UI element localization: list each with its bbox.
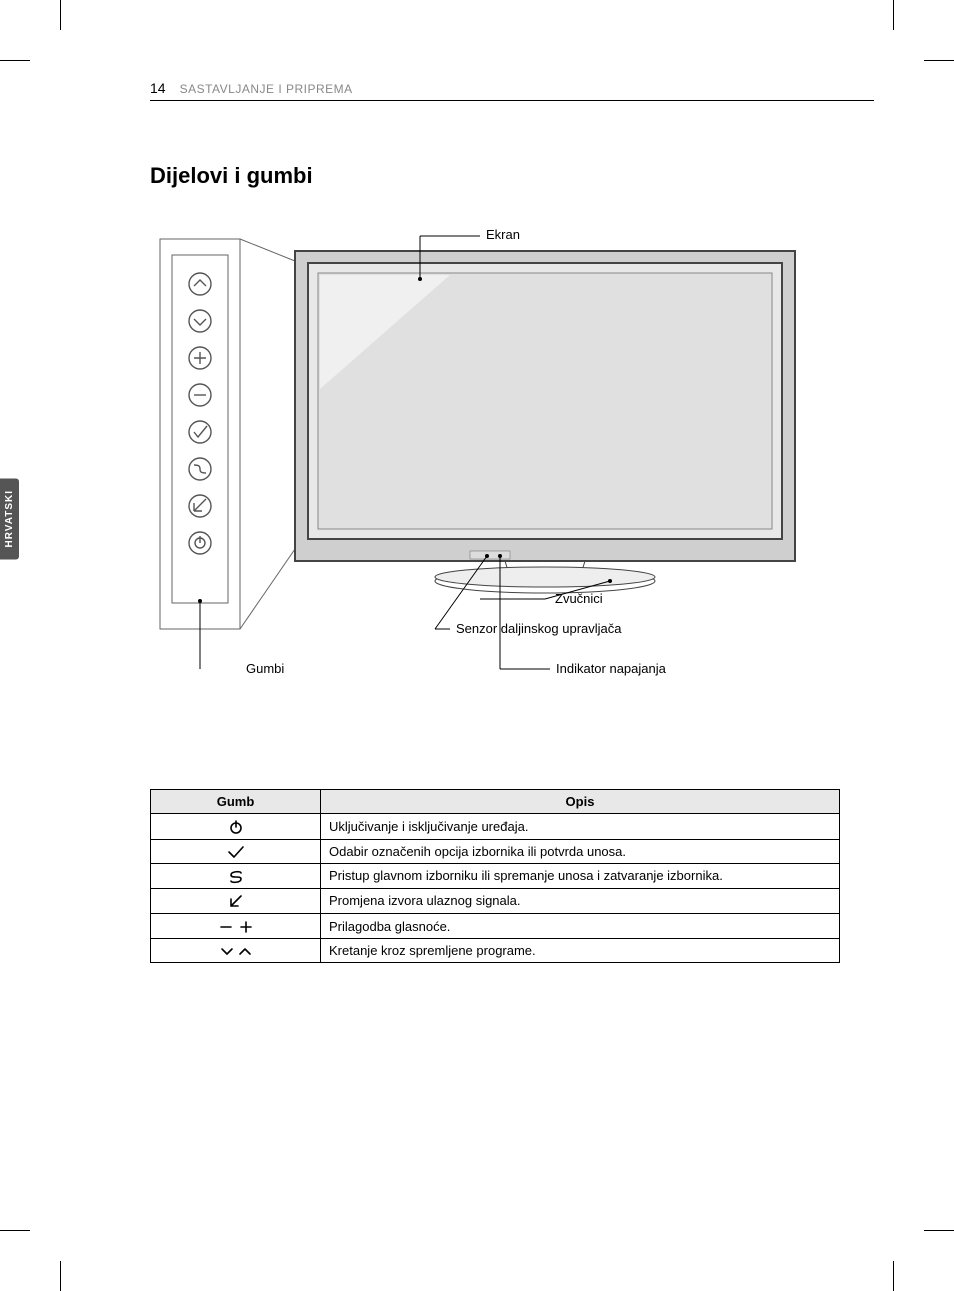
crop-mark (893, 1261, 894, 1291)
label-ekran-text: Ekran (486, 227, 520, 242)
crop-mark (893, 0, 894, 30)
crop-mark (0, 60, 30, 61)
button-description: Promjena izvora ulaznog signala. (321, 888, 840, 914)
label-senzor-text: Senzor daljinskog upravljača (456, 621, 621, 636)
label-gumbi-text: Gumbi (246, 661, 284, 676)
button-description: Kretanje kroz spremljene programe. (321, 938, 840, 963)
header-title: SASTAVLJANJE I PRIPREMA (180, 82, 353, 96)
buttons-table: Gumb Opis Uključivanje i isključivanje u… (150, 789, 840, 963)
table-row: Odabir označenih opcija izbornika ili po… (151, 839, 840, 864)
table-row: Uključivanje i isključivanje uređaja. (151, 814, 840, 840)
page-number: 14 (150, 80, 166, 96)
table-row: Prilagodba glasnoće. (151, 914, 840, 939)
button-icon-plusminus (151, 914, 321, 939)
button-icon-s (151, 864, 321, 889)
label-zvucnici-text: Zvučnici (555, 591, 603, 606)
table-header-row: Gumb Opis (151, 790, 840, 814)
button-description: Pristup glavnom izborniku ili spremanje … (321, 864, 840, 889)
col-gumb: Gumb (151, 790, 321, 814)
section-title: Dijelovi i gumbi (150, 163, 874, 189)
button-icon-arrow (151, 888, 321, 914)
crop-mark (924, 60, 954, 61)
tv-diagram: Ekran Zvučnici Senzor daljinskog upravlj… (150, 229, 840, 689)
crop-mark (60, 1261, 61, 1291)
button-icon-check (151, 839, 321, 864)
table-row: Kretanje kroz spremljene programe. (151, 938, 840, 963)
table-row: Promjena izvora ulaznog signala. (151, 888, 840, 914)
button-icon-updown (151, 938, 321, 963)
label-indikator-text: Indikator napajanja (556, 661, 666, 676)
crop-mark (60, 0, 61, 30)
crop-mark (924, 1230, 954, 1231)
language-tab: HRVATSKI (0, 478, 19, 559)
button-description: Prilagodba glasnoće. (321, 914, 840, 939)
table-row: Pristup glavnom izborniku ili spremanje … (151, 864, 840, 889)
button-description: Uključivanje i isključivanje uređaja. (321, 814, 840, 840)
crop-mark (0, 1230, 30, 1231)
page-header: 14 SASTAVLJANJE I PRIPREMA (150, 80, 874, 101)
button-icon-power (151, 814, 321, 840)
col-opis: Opis (321, 790, 840, 814)
page-content: 14 SASTAVLJANJE I PRIPREMA Dijelovi i gu… (80, 80, 874, 963)
button-description: Odabir označenih opcija izbornika ili po… (321, 839, 840, 864)
